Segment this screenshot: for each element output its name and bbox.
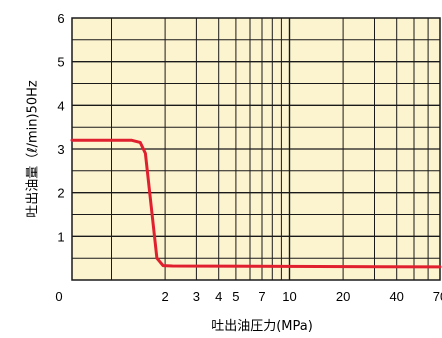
x-tick-label: 5 <box>232 289 239 304</box>
x-tick-label: 10 <box>282 289 296 304</box>
x-tick-labels: 0 2 345 7 10 20 40 70 <box>55 289 442 304</box>
grid-lines <box>72 18 441 280</box>
x-tick-label: 3 <box>193 289 200 304</box>
x-tick-label: 40 <box>389 289 403 304</box>
x-axis-title: 吐出油圧力(MPa) <box>211 319 313 334</box>
y-tick-labels: 1 2 3 4 5 6 <box>57 11 64 244</box>
x-tick-label: 2 <box>161 289 168 304</box>
x-tick-label: 70 <box>433 289 442 304</box>
flow-curve-line <box>70 138 442 269</box>
y-tick-label: 4 <box>57 98 64 113</box>
x-tick-label: 7 <box>258 289 265 304</box>
y-tick-label: 3 <box>57 142 64 157</box>
x-tick-label: 4 <box>215 289 222 304</box>
y-tick-label: 1 <box>57 229 64 244</box>
x-tick-label: 0 <box>55 289 62 304</box>
y-tick-label: 5 <box>57 55 64 70</box>
x-tick-label: 20 <box>336 289 350 304</box>
y-axis-title: 吐出油量（ℓ/min)50Hz <box>26 80 41 218</box>
y-tick-label: 6 <box>57 11 64 26</box>
y-tick-label: 2 <box>57 186 64 201</box>
